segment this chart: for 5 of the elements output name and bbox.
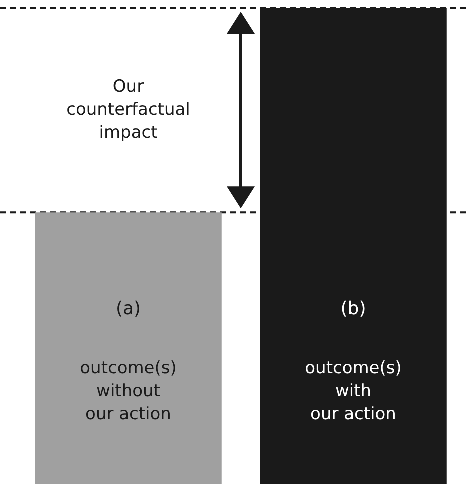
annotation: outcome(s) with our action [305,358,402,424]
annotation: outcome(s) without our action [80,358,177,424]
x-tick-label: (a) [116,298,142,320]
annotation: Our counterfactual impact [66,76,190,143]
x-tick-label: (b) [340,298,366,320]
